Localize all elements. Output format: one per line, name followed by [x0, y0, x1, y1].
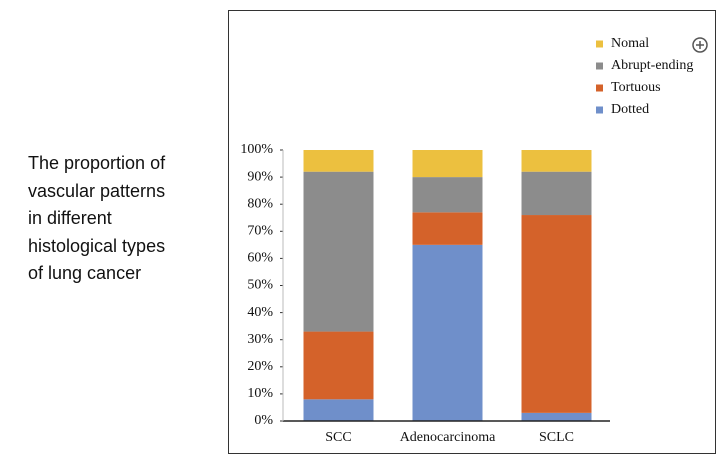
legend-swatch [596, 62, 603, 70]
bar-segment [412, 150, 483, 178]
bar-segment [303, 171, 374, 332]
caption-line: histological types [28, 235, 166, 256]
x-tick-label: Adenocarcinoma [400, 430, 496, 445]
caption-line: in different [28, 208, 112, 228]
caption-line: of lung cancer [28, 263, 142, 283]
bar-segment [303, 150, 374, 172]
bar-segment [303, 399, 374, 421]
bar-segment [521, 412, 592, 421]
legend-swatch [596, 106, 603, 114]
y-tick-label: 10% [247, 386, 273, 401]
y-tick-label: 80% [247, 196, 273, 211]
legend-label: Tortuous [611, 80, 661, 95]
y-tick-label: 60% [247, 251, 273, 266]
legend-label: Abrupt-ending [611, 58, 693, 73]
x-tick-label: SCC [325, 430, 351, 445]
legend-swatch [596, 40, 603, 48]
bar-segment [303, 331, 374, 400]
bar-segment [521, 215, 592, 413]
bar-segment [412, 244, 483, 421]
legend-label: Dotted [611, 102, 649, 117]
y-tick-label: 100% [240, 142, 273, 157]
y-tick-label: 70% [247, 224, 273, 239]
y-tick-label: 90% [247, 169, 273, 184]
bar-segment [521, 171, 592, 216]
bar-segment [521, 150, 592, 172]
caption: The proportion of vascular patterns in dif… [28, 150, 165, 288]
y-tick-label: 40% [247, 305, 273, 320]
chart-frame [228, 10, 716, 454]
bar-segment [412, 177, 483, 213]
y-tick-label: 30% [247, 332, 273, 347]
y-tick-label: 0% [254, 413, 273, 428]
bar-segment [412, 212, 483, 245]
x-tick-label: SCLC [539, 430, 574, 445]
legend-swatch [596, 84, 603, 92]
zoom-icon[interactable] [692, 37, 708, 53]
legend-label: Nomal [611, 36, 649, 51]
caption-line: vascular patterns [28, 180, 166, 201]
caption-line: The proportion of [28, 153, 166, 173]
y-tick-label: 20% [247, 359, 273, 374]
y-tick-label: 50% [247, 278, 273, 293]
